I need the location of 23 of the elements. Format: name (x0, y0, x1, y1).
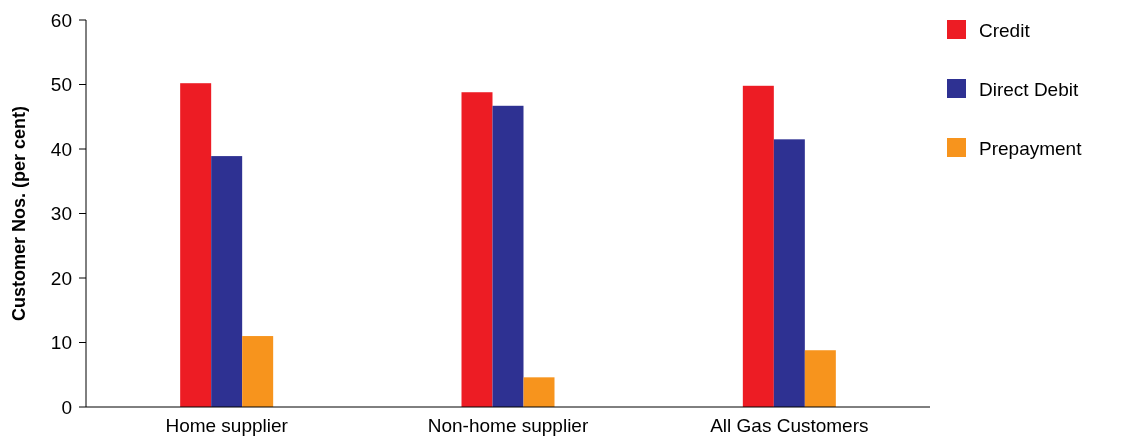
y-tick-label: 10 (50, 332, 72, 354)
bar (180, 83, 212, 407)
x-tick-label: Home supplier (165, 415, 289, 436)
y-tick-label: 30 (50, 203, 72, 225)
bar (461, 92, 493, 407)
y-tick-label: 50 (50, 74, 72, 96)
y-tick-label: 20 (50, 267, 72, 289)
y-tick-label: 40 (50, 138, 72, 160)
y-tick-label: 0 (61, 396, 72, 418)
bar (242, 336, 274, 407)
legend-label: Credit (979, 19, 1031, 41)
x-tick-label: All Gas Customers (710, 415, 869, 436)
y-axis-title: Customer Nos. (per cent) (9, 105, 29, 322)
bar (211, 156, 243, 407)
bar (804, 350, 836, 407)
bar (773, 139, 805, 407)
bar (523, 377, 555, 407)
legend-label: Direct Debit (979, 78, 1079, 100)
bar (742, 85, 774, 407)
y-tick-label: 60 (50, 9, 72, 31)
x-tick-label: Non-home supplier (427, 415, 589, 436)
bar (492, 105, 524, 407)
legend-label: Prepayment (979, 137, 1083, 159)
